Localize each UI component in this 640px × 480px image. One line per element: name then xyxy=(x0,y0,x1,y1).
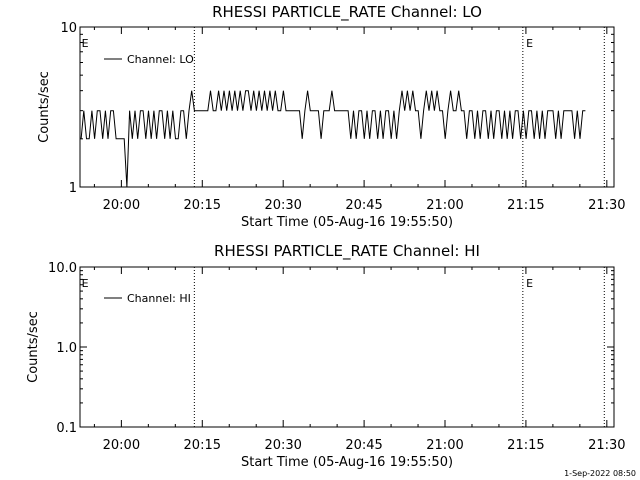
x-tick-label: 21:15 xyxy=(507,198,544,213)
plot-frame xyxy=(79,266,615,428)
legend: Channel: LO xyxy=(104,53,194,66)
x-tick-label: 20:30 xyxy=(264,438,301,453)
chart-title: RHESSI PARTICLE_RATE Channel: LO xyxy=(212,3,482,22)
x-tick-label: 21:00 xyxy=(426,438,463,453)
y-tick-label: 0.1 xyxy=(56,421,77,436)
y-tick-label: 10.0 xyxy=(48,261,77,276)
plot-frame xyxy=(79,26,615,188)
x-tick-label: 20:45 xyxy=(345,438,382,453)
y-tick-label: 10 xyxy=(60,21,77,36)
footer-timestamp: 1-Sep-2022 08:50 xyxy=(564,469,636,478)
x-tick-label: 20:15 xyxy=(184,198,221,213)
x-tick-label: 20:15 xyxy=(184,438,221,453)
y-tick-label: 1.0 xyxy=(56,341,77,356)
legend-entry: Channel: HI xyxy=(127,292,191,305)
event-marker-label: E xyxy=(526,37,533,50)
x-tick-label: 21:30 xyxy=(588,198,625,213)
x-tick-label: 20:45 xyxy=(345,198,382,213)
event-marker-label: E xyxy=(82,277,89,290)
legend: Channel: HI xyxy=(104,292,191,305)
x-tick-label: 20:00 xyxy=(103,438,140,453)
x-tick-label: 21:00 xyxy=(426,198,463,213)
y-axis-label: Counts/sec xyxy=(37,71,52,143)
x-tick-label: 21:30 xyxy=(588,438,625,453)
event-marker-label: E xyxy=(82,37,89,50)
x-tick-label: 21:15 xyxy=(507,438,544,453)
chart-title: RHESSI PARTICLE_RATE Channel: HI xyxy=(214,242,480,261)
legend-entry: Channel: LO xyxy=(127,53,194,66)
axis-ticks: 20:00 20:15 20:30 20:45 21:00 21:15 21:30 1 10 xyxy=(60,21,625,213)
x-axis-label: Start Time (05-Aug-16 19:55:50) xyxy=(241,455,453,470)
chart-panel-hi: RHESSI PARTICLE_RATE Channel: HI Counts/… xyxy=(26,242,626,470)
series-line xyxy=(80,90,586,188)
event-marker-label: E xyxy=(526,277,533,290)
y-axis-label: Counts/sec xyxy=(26,311,41,383)
y-tick-label: 1 xyxy=(69,181,77,196)
chart-panel-lo: RHESSI PARTICLE_RATE Channel: LO Counts/… xyxy=(37,3,626,230)
x-tick-label: 20:00 xyxy=(103,198,140,213)
x-axis-label: Start Time (05-Aug-16 19:55:50) xyxy=(241,215,453,230)
x-tick-label: 20:30 xyxy=(264,198,301,213)
data-series xyxy=(80,90,586,188)
